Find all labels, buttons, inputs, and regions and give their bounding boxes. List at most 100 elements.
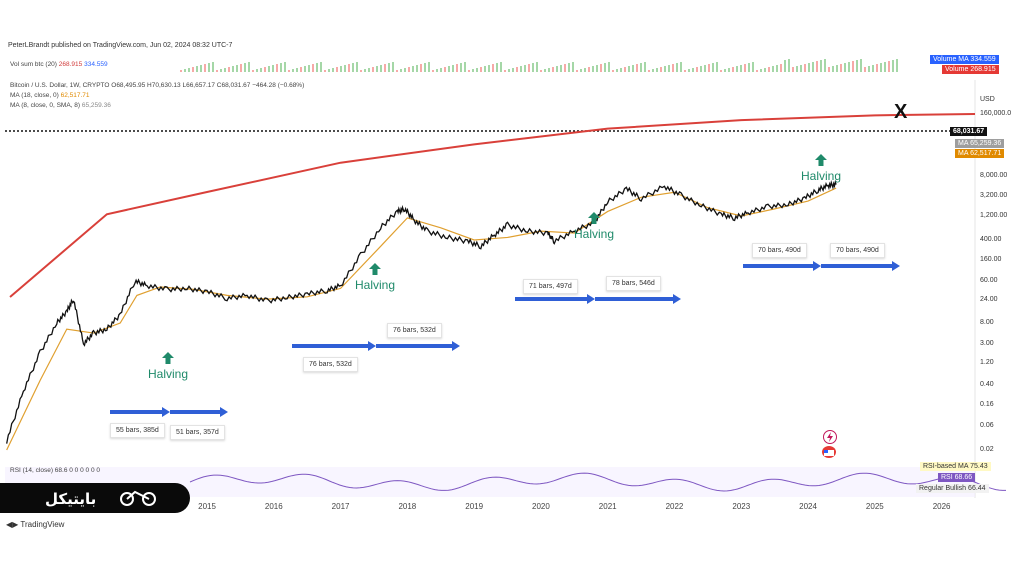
volume-bar [708,64,710,72]
volume-bar [700,66,702,72]
volume-bar [476,68,478,72]
cycle-arrow-head [813,261,821,271]
volume-bar [456,64,458,72]
volume-bar [760,69,762,72]
volume-bar [276,64,278,72]
volume-bar [256,69,258,72]
year-tick: 2022 [665,502,684,511]
volume-bar [200,65,202,72]
price-tick: 400.00 [980,236,1002,243]
volume-bar [828,67,830,72]
volume-bar [280,63,282,72]
volume-bar [796,66,798,72]
rsi-badge-label: RSI [941,474,953,481]
volume-bar [552,67,554,72]
volume-bar [212,62,214,72]
volume-bar [812,62,814,72]
volume-badge-value: 268.915 [970,66,996,73]
volume-bar [452,65,454,72]
price-tick: 0.40 [980,381,994,388]
halving-label-2024: Halving [801,154,841,183]
volume-legend-value-1: 268.915 [58,61,83,68]
volume-bar [364,69,366,72]
volume-bar [840,64,842,72]
volume-bar [860,59,862,72]
volume-bar [588,67,590,72]
volume-bar [884,62,886,72]
volume-bar [488,65,490,72]
price-tick: 8.00 [980,319,994,326]
volume-bar [816,61,818,72]
volume-bar [480,67,482,72]
volume-bar [304,66,306,72]
volume-bar [184,69,186,72]
volume-bar [652,69,654,72]
volume-bar [308,65,310,72]
price-tick: 1.20 [980,359,994,366]
volume-bar [384,64,386,72]
volume-bar [536,62,538,72]
volume-bar [788,59,790,72]
x-mark: X [894,101,908,123]
volume-bar [516,67,518,72]
volume-bar [556,66,558,72]
rsi-line [189,472,1006,492]
volume-bar [392,62,394,72]
volume-bar [852,61,854,72]
volume-bar [836,65,838,72]
volume-bar [376,66,378,72]
lightning-event-icon[interactable] [823,430,837,444]
volume-ma-badge-label: Volume MA [933,56,969,63]
price-tick: 0.16 [980,401,994,408]
volume-bar [248,62,250,72]
flag-event-icon[interactable] [822,446,836,458]
price-tick: 60.00 [980,277,998,284]
volume-bar [676,63,678,72]
volume-bar [244,63,246,72]
ma8-price-badge: MA 65,259.36 [955,139,1005,148]
price-tick: 3,200.00 [980,192,1008,199]
volume-bar [360,70,362,72]
year-tick: 2018 [398,502,417,511]
volume-bar [344,65,346,72]
year-tick: 2017 [331,502,350,511]
volume-bar [404,68,406,72]
volume-bar [648,70,650,72]
volume-bar [324,70,326,72]
volume-bars [180,59,898,72]
volume-bar [628,66,630,72]
volume-bar [880,63,882,72]
cycle-arrow-head [452,341,460,351]
volume-bar [300,67,302,72]
volume-bar [616,69,618,72]
volume-bar [564,64,566,72]
rsi-legend-label: RSI (14, close) 68.6 [10,467,68,474]
volume-bar [428,62,430,72]
volume-bar [832,66,834,72]
volume-bar [296,68,298,72]
price-line [6,179,837,444]
volume-bar [444,67,446,72]
volume-bar [260,68,262,72]
rsi-ma-badge-label: RSI-based MA [923,463,969,470]
volume-bar [504,70,506,72]
volume-bar [768,67,770,72]
year-tick: 2020 [532,502,550,511]
ma8-badge-label: MA [958,140,969,147]
current-price-badge: 68,031.67 [950,127,988,136]
cycle-4-label-b: 70 bars, 490d [830,243,885,258]
volume-bar [780,64,782,72]
volume-bar [460,63,462,72]
ma8-legend: MA (8, close, 0, SMA, 8) 65,259.36 [10,102,111,109]
year-tick: 2025 [865,502,884,511]
volume-bar [704,65,706,72]
volume-bar [572,62,574,72]
volume-bar [792,67,794,72]
volume-bar [664,66,666,72]
ma18-legend-label: MA (18, close, 0) [10,92,59,99]
volume-bar [756,70,758,72]
volume-bar [440,68,442,72]
volume-bar [740,65,742,72]
volume-bar [216,70,218,72]
volume-bar [284,62,286,72]
